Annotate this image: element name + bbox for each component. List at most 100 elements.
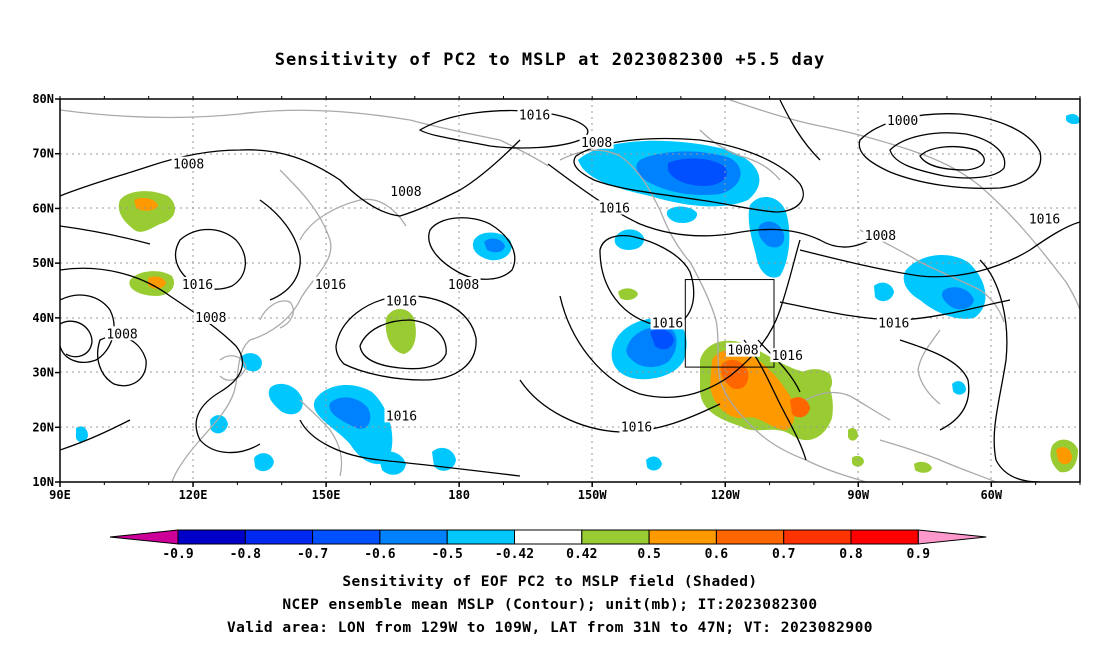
lon-label: 180 — [448, 488, 470, 502]
plot-frame — [59, 98, 1081, 483]
lat-label: 80N — [32, 92, 54, 106]
contour-label: 1008 — [581, 136, 612, 151]
contour-label: 1008 — [195, 311, 226, 326]
shade-positive-mexico-2 — [790, 397, 810, 418]
colorbar-segment — [446, 529, 516, 545]
contour-label-bg — [597, 200, 632, 215]
contour-label: 1016 — [519, 108, 550, 123]
colorbar-segment — [177, 529, 246, 545]
colorbar-segment-low — [109, 529, 179, 545]
contour-label: 1016 — [652, 316, 683, 331]
contour-label: 1008 — [173, 158, 204, 173]
contour-label: 1016 — [1029, 212, 1060, 227]
shade-negative-gulf-alaska-max — [668, 158, 727, 186]
shade-positive-small-1 — [848, 428, 858, 441]
colorbar-label: -0.9 — [162, 547, 193, 562]
contour-label-bg — [619, 419, 654, 434]
shade-negative-wpac-5 — [432, 447, 456, 471]
shade-negative-wpac-7 — [210, 415, 228, 434]
valid-area-box — [684, 279, 775, 368]
contour-label-bg — [579, 134, 614, 149]
gridlines — [60, 99, 1080, 482]
caption-valid-area: Valid area: LON from 129W to 109W, LAT f… — [226, 620, 874, 636]
shade-positive-central-pac — [385, 309, 416, 354]
colorbar-segment — [581, 529, 650, 545]
lon-label: 150E — [312, 488, 341, 502]
shade-negative-central-pacific-core — [484, 238, 505, 253]
lat-label: 70N — [32, 147, 54, 161]
colorbar-label: 0.5 — [637, 547, 660, 562]
colorbar-label: -0.6 — [364, 547, 395, 562]
colorbar-segment — [715, 529, 785, 545]
shade-negative-atlantic-3 — [952, 381, 966, 395]
contour-label-bg — [446, 277, 481, 292]
shade-positive-atlantic-se-core — [1056, 447, 1072, 465]
colorbar-segment — [244, 529, 314, 545]
contour-label: 1008 — [106, 327, 137, 342]
shade-positive-alaska — [618, 288, 638, 301]
colorbar-label: 0.7 — [772, 547, 795, 562]
contour-label-bg — [193, 309, 228, 324]
colorbar-segment — [648, 529, 717, 545]
contour-label: 1016 — [772, 349, 803, 364]
shade-positive-siberia — [118, 191, 175, 232]
contour-label: 1016 — [386, 294, 417, 309]
contour-label-bg — [384, 408, 419, 423]
contour-label-bg — [384, 293, 419, 308]
map-title: Sensitivity of PC2 to MSLP at 2023082300… — [274, 50, 826, 70]
lat-label: 10N — [32, 475, 54, 489]
sensitivity-shading — [76, 114, 1080, 475]
shade-positive-small-2 — [852, 455, 864, 467]
contour-label-bg — [388, 184, 423, 199]
lat-label: 50N — [32, 256, 54, 270]
shade-negative-wpac-6 — [254, 453, 274, 472]
lat-label: 60N — [32, 201, 54, 215]
contour-label-bg — [313, 277, 348, 292]
lon-label: 60W — [980, 488, 1002, 502]
lon-label: 120E — [179, 488, 208, 502]
colorbar-segment — [850, 529, 919, 545]
shade-negative-hawaii — [646, 456, 662, 471]
contour-label-bg — [171, 156, 206, 171]
contour-label-bg — [105, 326, 140, 341]
colorbar-label: -0.8 — [230, 547, 261, 562]
colorbar-label: 0.8 — [839, 547, 863, 562]
lat-label: 20N — [32, 420, 54, 434]
lon-label: 150W — [578, 488, 608, 502]
shade-negative-california-max — [650, 329, 674, 350]
lat-label: 30N — [32, 366, 54, 380]
colorbar-label: 0.6 — [705, 547, 729, 562]
shade-positive-carib — [914, 461, 932, 473]
contour-label-bg — [863, 227, 898, 242]
caption-shading: Sensitivity of EOF PC2 to MSLP field (Sh… — [342, 574, 758, 590]
colorbar-label: -0.42 — [495, 547, 534, 562]
shade-negative-atlantic-2 — [874, 282, 894, 302]
contour-label-bg — [650, 315, 685, 330]
colorbar-segment-high — [917, 529, 987, 545]
contour-labels: 1016 1008 1000 1008 1008 1016 1016 1008 1016 1016… — [105, 107, 1062, 435]
contour-label: 1016 — [182, 278, 213, 293]
longitude-labels: 90E 120E 150E 180 150W 120W 90W 60W — [49, 488, 1003, 502]
lon-label: 90W — [847, 488, 869, 502]
contour-label: 1016 — [386, 409, 417, 424]
colorbar-label: 0.9 — [907, 547, 930, 562]
shade-negative-alaska-small — [666, 206, 698, 223]
contour-label: 1016 — [878, 316, 909, 331]
shade-negative-bc-core — [758, 221, 785, 248]
shade-negative-wpac-4 — [378, 451, 406, 475]
latitude-labels: 80N 70N 60N 50N 40N 30N 20N 10N — [32, 92, 54, 489]
contour-label: 1016 — [315, 278, 346, 293]
mslp-contours — [60, 99, 1080, 482]
colorbar-label: -0.5 — [432, 547, 463, 562]
contour-label: 1008 — [448, 278, 479, 293]
shade-negative-small-pac — [614, 229, 645, 250]
colorbar-segment — [312, 529, 381, 545]
contour-label-bg — [885, 112, 920, 127]
contour-label-bg — [770, 348, 805, 363]
caption-contour: NCEP ensemble mean MSLP (Contour); unit(… — [282, 597, 818, 613]
colorbar: -0.9 -0.8 -0.7 -0.6 -0.5 -0.42 0.42 0.5 0.6 0.7 0.… — [109, 529, 987, 562]
shade-positive-gulf — [795, 369, 833, 396]
colorbar-segment — [379, 529, 448, 545]
contour-label: 1008 — [865, 229, 896, 244]
lat-label: 40N — [32, 311, 54, 325]
